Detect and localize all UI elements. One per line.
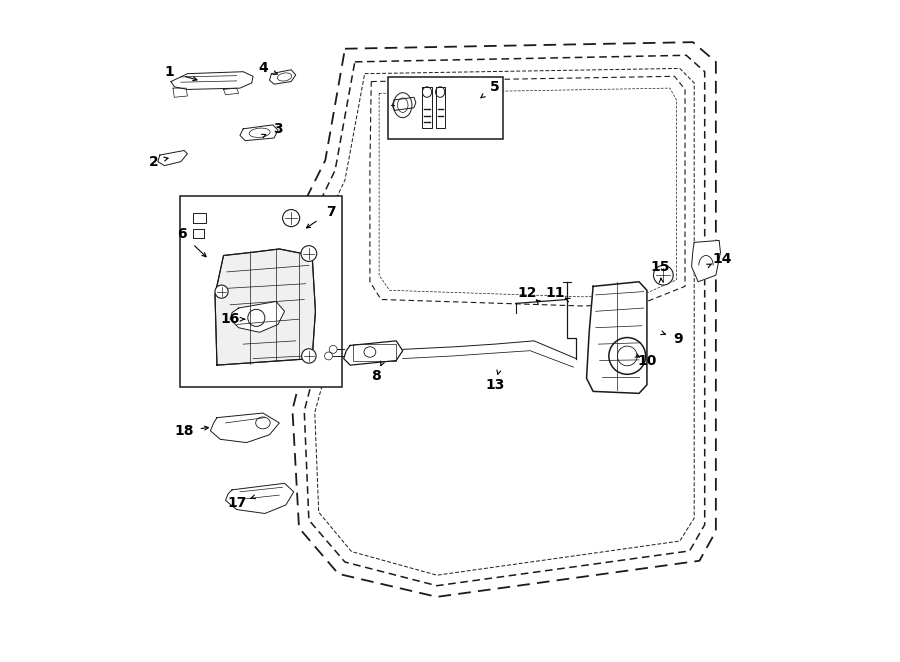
Text: 4: 4 xyxy=(258,62,268,75)
Polygon shape xyxy=(269,70,296,84)
Text: 18: 18 xyxy=(175,424,194,438)
Polygon shape xyxy=(158,150,187,166)
Text: 7: 7 xyxy=(326,205,336,218)
Circle shape xyxy=(302,349,316,363)
Bar xyxy=(353,344,395,361)
Polygon shape xyxy=(230,301,284,332)
Polygon shape xyxy=(171,71,253,89)
Polygon shape xyxy=(226,483,293,514)
Text: 6: 6 xyxy=(177,227,187,241)
Circle shape xyxy=(653,265,673,285)
Text: 11: 11 xyxy=(545,286,565,300)
Bar xyxy=(179,197,342,387)
Circle shape xyxy=(283,210,300,226)
Text: 13: 13 xyxy=(485,378,504,392)
Bar xyxy=(388,77,502,139)
Polygon shape xyxy=(173,88,187,97)
Text: 16: 16 xyxy=(220,312,239,326)
Polygon shape xyxy=(215,249,315,365)
Text: 1: 1 xyxy=(164,65,174,79)
Text: 8: 8 xyxy=(372,369,382,383)
Polygon shape xyxy=(392,97,416,111)
Polygon shape xyxy=(211,413,279,443)
Circle shape xyxy=(609,338,645,374)
Text: 2: 2 xyxy=(148,155,158,169)
Text: 14: 14 xyxy=(713,252,733,265)
Text: 12: 12 xyxy=(518,286,537,300)
Circle shape xyxy=(215,285,228,298)
Text: 10: 10 xyxy=(637,354,657,367)
Polygon shape xyxy=(344,341,402,365)
Polygon shape xyxy=(223,88,238,95)
Text: 5: 5 xyxy=(490,80,500,94)
Text: 17: 17 xyxy=(227,496,247,510)
Circle shape xyxy=(301,246,317,261)
Polygon shape xyxy=(240,125,278,140)
Text: 9: 9 xyxy=(673,332,683,346)
Text: 15: 15 xyxy=(651,260,670,273)
Text: 3: 3 xyxy=(274,122,283,136)
Polygon shape xyxy=(691,240,721,282)
Polygon shape xyxy=(587,282,647,393)
